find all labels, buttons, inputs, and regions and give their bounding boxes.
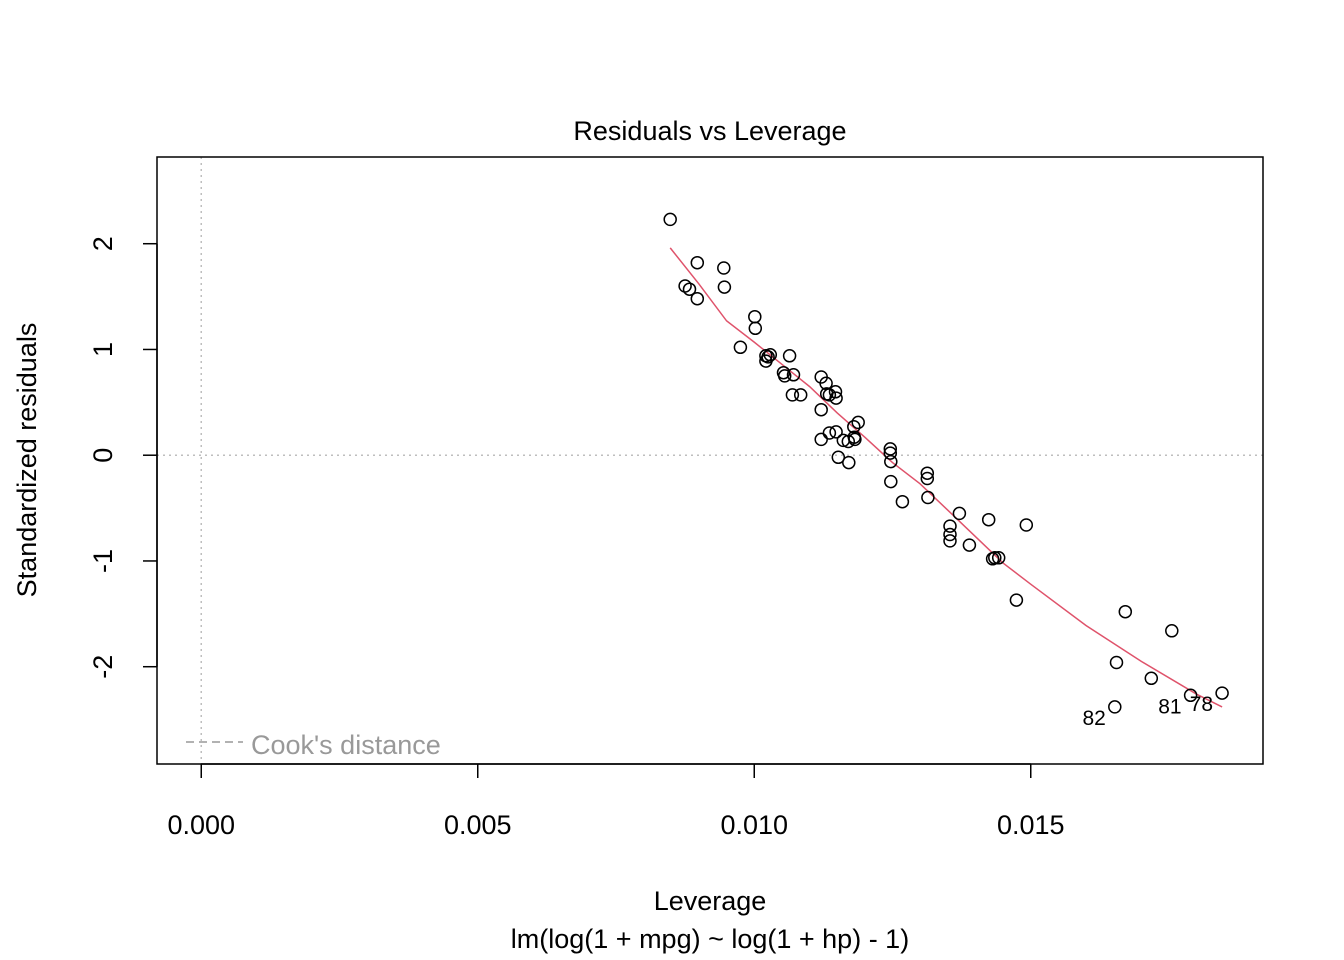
data-point [828, 385, 843, 399]
data-point [851, 415, 865, 430]
data-point [1165, 624, 1179, 638]
data-point [690, 291, 705, 306]
data-point [777, 369, 792, 383]
x-tick-label: 0.015 [997, 810, 1065, 840]
points-group [663, 212, 1229, 714]
legend: Cook's distance [186, 730, 441, 760]
data-point [962, 538, 977, 552]
y-tick-label: -1 [88, 549, 118, 573]
y-axis-label: Standardized residuals [12, 323, 42, 598]
data-point [822, 426, 837, 440]
data-point [1183, 688, 1198, 703]
plot-frame [156, 156, 1264, 765]
data-point [786, 368, 801, 382]
y-tick-label: 0 [88, 448, 118, 463]
y-tick-label: 2 [88, 236, 118, 251]
point-labels-group: 82 81 78 [1082, 693, 1213, 730]
data-point [785, 388, 800, 402]
data-point [814, 402, 828, 417]
smooth-line-group [669, 247, 1223, 708]
data-point [1108, 700, 1122, 714]
data-point [884, 454, 898, 469]
data-point [733, 340, 748, 355]
data-point [895, 494, 910, 509]
data-point [1144, 671, 1159, 686]
data-point [682, 282, 697, 296]
data-point [847, 419, 861, 434]
legend-cooks-distance-label: Cook's distance [251, 730, 441, 760]
x-tick-label: 0.005 [444, 810, 512, 840]
data-point [943, 527, 957, 542]
x-axis-label: Leverage [654, 886, 767, 916]
chart-title: Residuals vs Leverage [573, 116, 846, 146]
reference-lines [157, 157, 1263, 764]
data-point [1109, 655, 1124, 670]
data-point [829, 425, 843, 439]
data-point [842, 455, 856, 470]
data-point [814, 432, 828, 447]
data-point [663, 212, 677, 227]
data-point [1118, 604, 1133, 619]
data-point [943, 519, 957, 533]
data-point [943, 534, 957, 548]
data-point [793, 388, 808, 402]
data-point [822, 388, 837, 402]
data-point [883, 446, 898, 460]
data-point [782, 349, 797, 363]
data-point [678, 279, 692, 293]
point-label: 82 [1082, 707, 1105, 730]
data-point [690, 255, 705, 270]
data-point [829, 391, 843, 405]
data-point [991, 551, 1006, 565]
x-tick-label: 0.010 [720, 810, 788, 840]
data-point [920, 471, 935, 486]
data-point [763, 348, 778, 362]
y-tick-label: 1 [88, 342, 118, 357]
point-label: 78 [1190, 693, 1213, 716]
data-point [1215, 686, 1229, 700]
data-point [748, 321, 763, 336]
data-point [981, 512, 996, 527]
data-point [884, 474, 898, 489]
data-point [848, 432, 862, 447]
data-point [831, 450, 846, 465]
y-tick-label: -2 [88, 655, 118, 679]
data-point [1019, 518, 1034, 532]
data-point [952, 506, 967, 521]
smooth-line [669, 247, 1223, 708]
x-tick-label: 0.000 [167, 810, 235, 840]
data-point [1009, 593, 1024, 607]
data-point [988, 551, 1002, 565]
data-point [921, 490, 935, 505]
data-point [761, 350, 775, 364]
data-point [717, 261, 731, 275]
data-point [748, 309, 762, 324]
data-point [717, 280, 732, 294]
y-axis: -2 -1 0 1 2 [88, 236, 158, 679]
data-point [920, 466, 935, 480]
point-label: 81 [1158, 695, 1181, 718]
model-formula-subtitle: lm(log(1 + mpg) ~ log(1 + hp) - 1) [511, 924, 909, 954]
x-axis: 0.000 0.005 0.010 0.015 [167, 763, 1065, 840]
